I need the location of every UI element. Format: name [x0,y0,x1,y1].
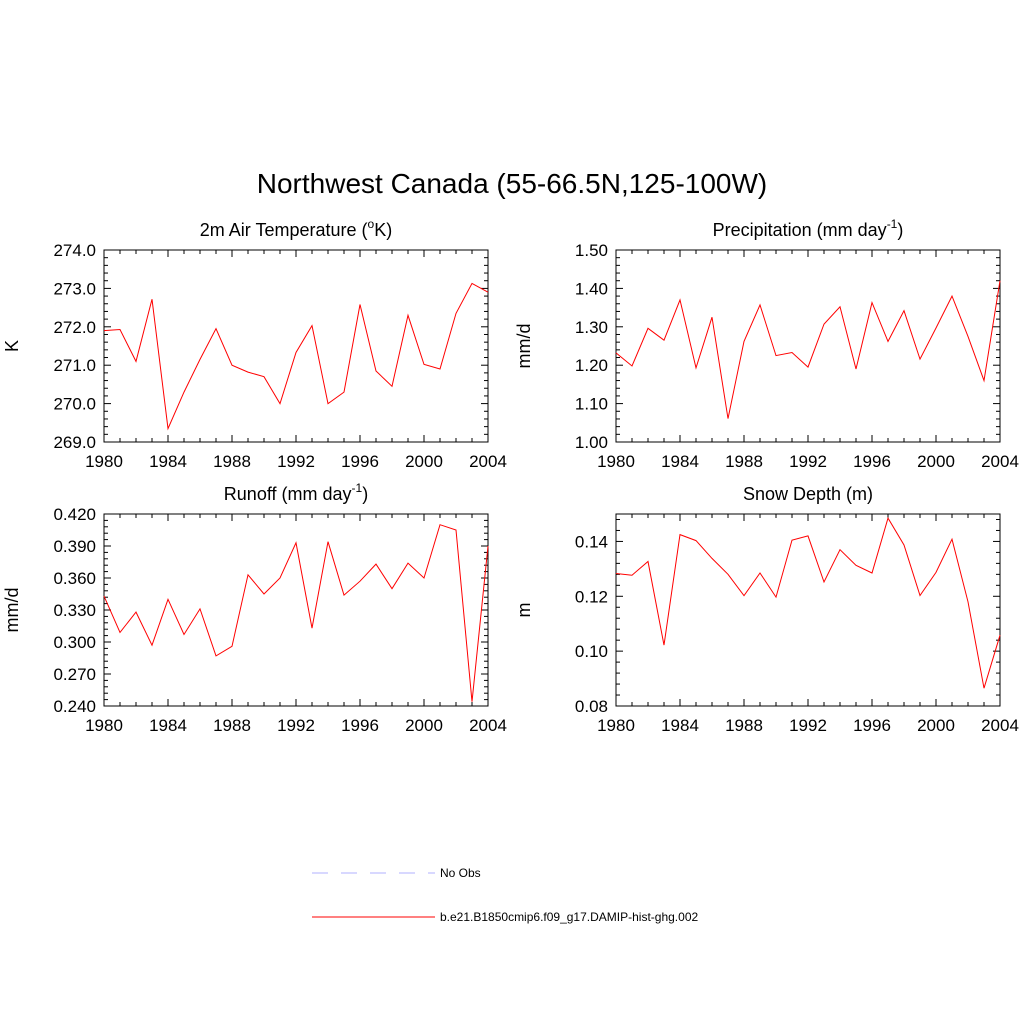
y-tick-label: 0.240 [53,697,96,716]
y-tick-label: 0.10 [575,642,608,661]
y-tick-label: 273.0 [53,279,96,298]
x-tick-label: 1980 [85,452,123,471]
y-tick-label: 0.12 [575,587,608,606]
legend-label: No Obs [440,866,481,880]
y-tick-label: 1.50 [575,241,608,260]
legend: No Obs b.e21.B1850cmip6.f09_g17.DAMIP-his… [312,866,698,924]
y-axis-label: mm/d [514,324,534,369]
y-tick-label: 274.0 [53,241,96,260]
x-tick-label: 1992 [789,716,827,735]
panel-title-main: Precipitation (mm day [713,220,887,240]
y-tick-label: 1.20 [575,356,608,375]
x-tick-label: 2000 [405,452,443,471]
y-tick-label: 271.0 [53,356,96,375]
x-tick-label: 1988 [213,452,251,471]
panel-title-tail: ) [897,220,903,240]
x-tick-label: 1984 [149,452,187,471]
x-tick-label: 1992 [277,452,315,471]
figure-title: Northwest Canada (55-66.5N,125-100W) [256,168,768,199]
panel-title-tail: ) [362,484,368,504]
y-tick-label: 0.390 [53,537,96,556]
y-tick-label: 0.360 [53,569,96,588]
x-tick-label: 1984 [661,452,699,471]
y-axis-label: K [2,340,22,352]
panel-title-tail: K) [374,220,392,240]
y-tick-label: 1.40 [575,279,608,298]
y-tick-label: 0.420 [53,505,96,524]
y-axis-label: mm/d [2,588,22,633]
panel-title-main: Runoff (mm day [224,484,352,504]
y-tick-label: 0.330 [53,601,96,620]
y-tick-label: 1.00 [575,433,608,452]
y-tick-label: 0.270 [53,665,96,684]
y-tick-label: 1.30 [575,318,608,337]
panel-title: Runoff (mm day-1) [224,481,368,504]
y-axis-label: m [514,603,534,618]
legend-label: b.e21.B1850cmip6.f09_g17.DAMIP-hist-ghg.… [440,910,698,924]
plot-frame [615,513,1001,707]
y-tick-label: 269.0 [53,433,96,452]
x-tick-label: 1996 [341,716,379,735]
x-tick-label: 1988 [213,716,251,735]
y-tick-label: 0.14 [575,532,608,551]
y-tick-label: 1.10 [575,395,608,414]
x-tick-label: 1992 [789,452,827,471]
x-tick-label: 2004 [469,716,507,735]
panel-title: Snow Depth (m) [743,484,873,504]
series-line-1 [615,516,1001,689]
chart-panel-4: 1980 1984 1988 1992 1996 2000 2004 0.08 0.10 0.12… [514,484,1019,735]
panel-title-superscript: -1 [887,217,898,231]
series-line-1 [103,282,489,431]
x-tick-label: 2000 [917,452,955,471]
x-tick-label: 1980 [597,452,635,471]
x-tick-label: 1996 [853,716,891,735]
x-tick-label: 1996 [853,452,891,471]
x-tick-label: 1988 [725,716,763,735]
series-line-1 [615,280,1001,419]
y-tick-label: 0.300 [53,633,96,652]
plot-frame [103,249,489,443]
x-tick-label: 1992 [277,716,315,735]
chart-panel-1: 1980 1984 1988 1992 1996 2000 2004 269.0 270.0 27… [2,217,507,471]
panel-title: Precipitation (mm day-1) [713,217,904,240]
x-tick-label: 1984 [661,716,699,735]
panel-title: 2m Air Temperature (oK) [200,217,392,240]
x-tick-label: 1984 [149,716,187,735]
x-tick-label: 2004 [469,452,507,471]
x-tick-label: 2000 [405,716,443,735]
plot-frame [615,249,1001,443]
panel-title-superscript: -1 [352,481,363,495]
x-tick-label: 1988 [725,452,763,471]
y-tick-label: 0.08 [575,697,608,716]
chart-panel-3: 1980 1984 1988 1992 1996 2000 2004 0.240 0.270 0.… [2,481,507,735]
x-tick-label: 1980 [85,716,123,735]
x-tick-label: 1980 [597,716,635,735]
x-tick-label: 2004 [981,452,1019,471]
x-tick-label: 2004 [981,716,1019,735]
panel-title-main: 2m Air Temperature ( [200,220,368,240]
y-tick-label: 272.0 [53,318,96,337]
x-tick-label: 1996 [341,452,379,471]
series-line-1 [103,524,489,702]
panel-title-main: Snow Depth (m) [743,484,873,504]
y-tick-label: 270.0 [53,395,96,414]
panel-title-superscript: o [368,217,375,231]
chart-panel-2: 1980 1984 1988 1992 1996 2000 2004 1.00 1.10 1.20… [514,217,1019,471]
x-tick-label: 2000 [917,716,955,735]
